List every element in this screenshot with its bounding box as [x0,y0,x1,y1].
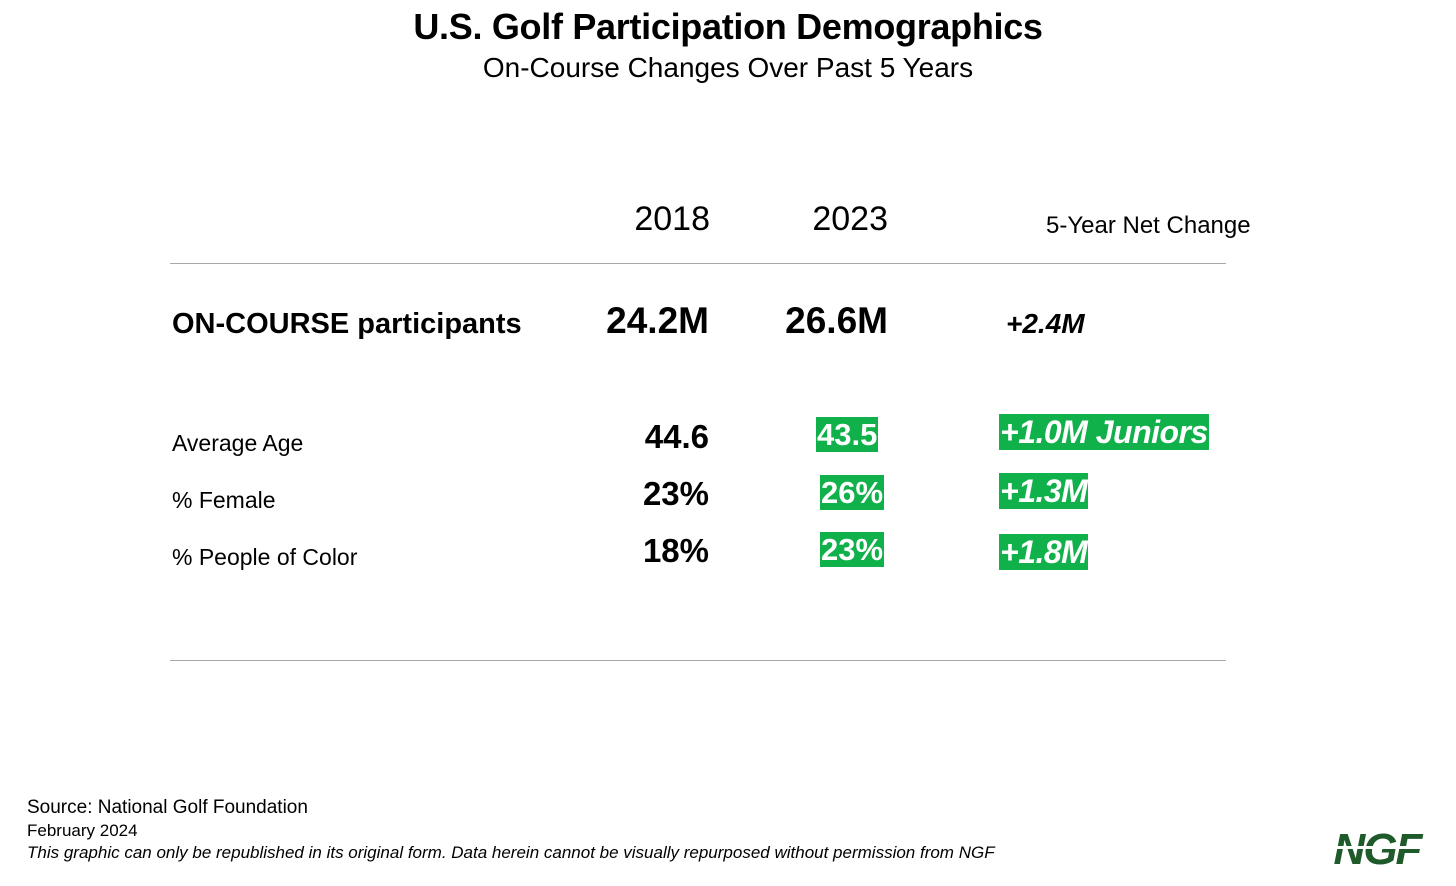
row-label-female: % Female [172,487,276,513]
column-header-2023: 2023 [812,200,888,238]
row-average-age-2018: 44.6 [644,418,709,455]
column-header-2018: 2018 [634,200,710,238]
row-average-age-2023: 43.5 [816,417,879,452]
row-female-2018: 23% [642,475,709,512]
source-note: Source: National Golf Foundation [27,797,308,818]
row-average-age-net-cell: +1.0M Juniors [999,414,1209,452]
row-average-age-net: +1.0M Juniors [999,414,1209,450]
row-female-2023-cell: 26% [820,475,885,512]
row-people-of-color-2023-cell: 23% [820,532,885,569]
bottom-divider [170,660,1226,661]
disclaimer-note: This graphic can only be republished in … [27,843,995,862]
main-row-label: ON-COURSE participants [172,308,522,340]
main-row-2018-value: 24.2M [606,300,709,341]
date-note: February 2024 [27,821,138,840]
main-row-2023-value: 26.6M [785,300,888,341]
main-row-net-change: +2.4M [1006,308,1085,339]
page-subtitle: On-Course Changes Over Past 5 Years [482,52,974,83]
ngf-logo: NGF [1324,826,1432,870]
top-divider [170,263,1226,264]
row-female-net: +1.3M [999,473,1089,509]
column-header-net-change: 5-Year Net Change [1046,212,1251,239]
row-female-net-cell: +1.3M [999,473,1089,511]
row-female-2023: 26% [820,475,885,510]
page-title: U.S. Golf Participation Demographics [413,6,1043,47]
logo-stripe [1324,846,1432,849]
row-people-of-color-2023: 23% [820,532,885,567]
row-people-of-color-net: +1.8M [999,534,1089,570]
row-people-of-color-2018: 18% [642,532,709,569]
row-average-age-2023-cell: 43.5 [816,417,879,454]
row-label-people-of-color: % People of Color [172,544,358,570]
row-people-of-color-net-cell: +1.8M [999,534,1089,572]
row-label-average-age: Average Age [172,430,304,456]
